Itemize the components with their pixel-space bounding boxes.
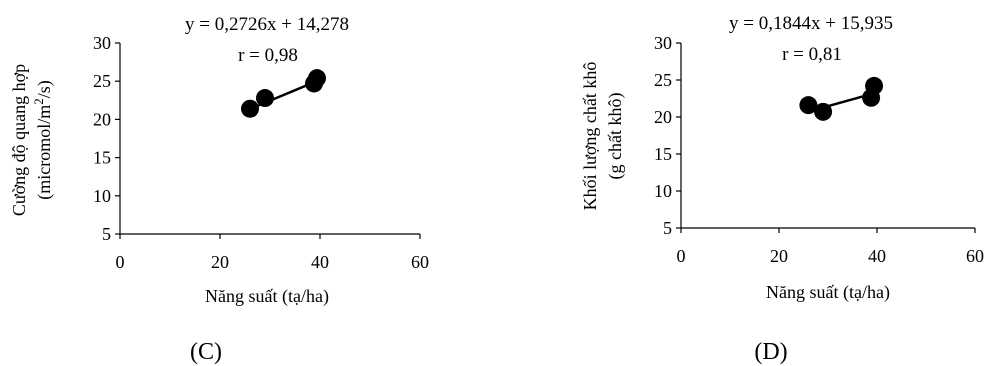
data-point xyxy=(241,99,259,118)
y-axis-title-superscript: 2 xyxy=(31,98,46,105)
y-tick-label: 25 xyxy=(654,70,672,90)
data-point xyxy=(308,69,326,88)
correlation-label: r = 0,98 xyxy=(238,45,298,66)
y-axis-title-line2: (g chất khô) xyxy=(605,93,626,180)
chart-panel-d: y = 0,1844x + 15,935 r = 0,81 Năng suất … xyxy=(580,13,984,365)
y-tick-label: 20 xyxy=(654,107,672,127)
data-point xyxy=(814,102,833,121)
regression-equation: y = 0,2726x + 14,278 xyxy=(185,14,349,35)
correlation-label: r = 0,81 xyxy=(782,44,842,65)
y-tick-label: 30 xyxy=(93,33,111,53)
x-tick-label: 0 xyxy=(116,252,125,272)
y-axis-title-line2-pre: (micromol/m xyxy=(34,105,55,200)
x-tick-label: 20 xyxy=(211,252,229,272)
y-tick-label: 5 xyxy=(663,218,672,238)
y-tick-label: 15 xyxy=(93,148,111,168)
regression-equation: y = 0,1844x + 15,935 xyxy=(729,13,893,34)
data-point xyxy=(799,96,818,115)
y-axis-title-line2-pre: (g chất khô) xyxy=(605,93,626,180)
chart-panel-c: y = 0,2726x + 14,278 r = 0,98 Năng suất … xyxy=(9,14,429,365)
y-axis-title-line2-post: /s) xyxy=(34,80,55,98)
y-tick-label: 30 xyxy=(654,33,672,53)
x-axis-title: Năng suất (tạ/ha) xyxy=(766,282,890,303)
x-axis-title: Năng suất (tạ/ha) xyxy=(205,286,329,307)
y-tick-label: 10 xyxy=(654,181,672,201)
x-tick-label: 60 xyxy=(966,246,984,266)
y-tick-label: 25 xyxy=(93,71,111,91)
x-tick-label: 60 xyxy=(411,252,429,272)
panel-label: (D) xyxy=(754,339,787,365)
y-tick-label: 5 xyxy=(102,224,111,244)
y-axis-title-line1: Khối lượng chất khô xyxy=(580,62,600,211)
y-tick-label: 15 xyxy=(654,144,672,164)
data-point xyxy=(865,76,884,95)
x-tick-label: 40 xyxy=(868,246,886,266)
y-axis-title-line1: Cường độ quang hợp xyxy=(9,64,29,216)
data-point xyxy=(256,89,274,108)
y-axis-title-line2: (micromol/m2/s) xyxy=(31,80,55,199)
panel-label: (C) xyxy=(190,339,222,365)
y-tick-label: 20 xyxy=(93,109,111,129)
y-tick-label: 10 xyxy=(93,186,111,206)
x-tick-label: 0 xyxy=(677,246,686,266)
x-tick-label: 40 xyxy=(311,252,329,272)
x-tick-label: 20 xyxy=(770,246,788,266)
